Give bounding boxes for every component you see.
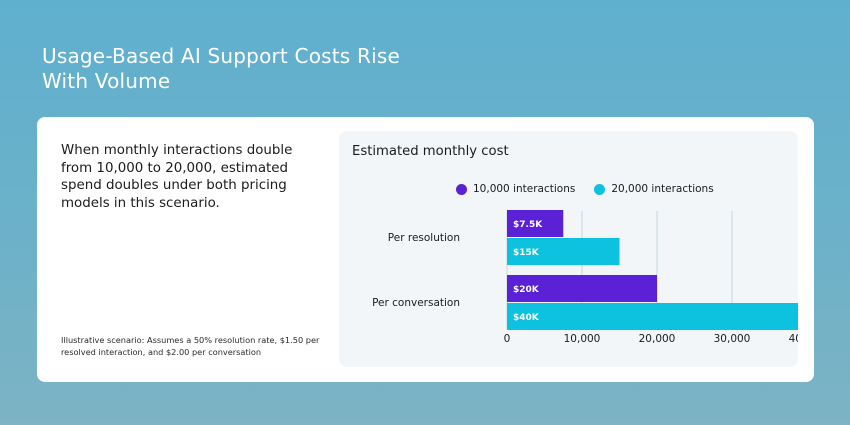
x-tick-label: 20,000 <box>639 333 676 345</box>
legend-swatch-20k <box>594 183 606 195</box>
legend-label-20k: 20,000 interactions <box>611 183 714 195</box>
data-label: $7.5K <box>513 220 543 230</box>
category-label: Per conversation <box>372 297 460 309</box>
footnote-text: Illustrative scenario: Assumes a 50% res… <box>61 335 320 357</box>
summary-text: When monthly interactions double from 10… <box>61 143 293 211</box>
chart-legend: 10,000 interactions 20,000 interactions <box>456 183 733 195</box>
x-tick-label: 40,000 <box>789 333 798 345</box>
bar-20k-per-resolution <box>507 238 620 265</box>
chart-title: Estimated monthly cost <box>352 144 509 159</box>
legend-item-20k: 20,000 interactions <box>594 183 714 195</box>
category-label: Per resolution <box>388 232 460 244</box>
data-label: $15K <box>513 248 540 258</box>
chart-panel: Estimated monthly cost 10,000 interactio… <box>339 131 798 367</box>
x-tick-label: 10,000 <box>564 333 601 345</box>
bar-chart: 0 10,000 20,000 30,000 40,000 Per resolution $… <box>372 210 798 345</box>
x-tick-label: 0 <box>504 333 511 345</box>
legend-swatch-10k <box>456 183 467 195</box>
data-label: $40K <box>513 313 540 323</box>
bar-10k-per-resolution <box>507 210 564 237</box>
data-label: $20K <box>513 285 540 295</box>
x-tick-label: 30,000 <box>714 333 751 345</box>
bar-20k-per-conversation <box>507 303 798 330</box>
content-card: When monthly interactions double from 10… <box>37 117 814 382</box>
legend-item-10k: 10,000 interactions <box>456 183 575 195</box>
page-title: Usage-Based AI Support Costs Rise With V… <box>42 44 400 93</box>
bar-10k-per-conversation <box>507 275 657 302</box>
legend-label-10k: 10,000 interactions <box>473 183 576 195</box>
